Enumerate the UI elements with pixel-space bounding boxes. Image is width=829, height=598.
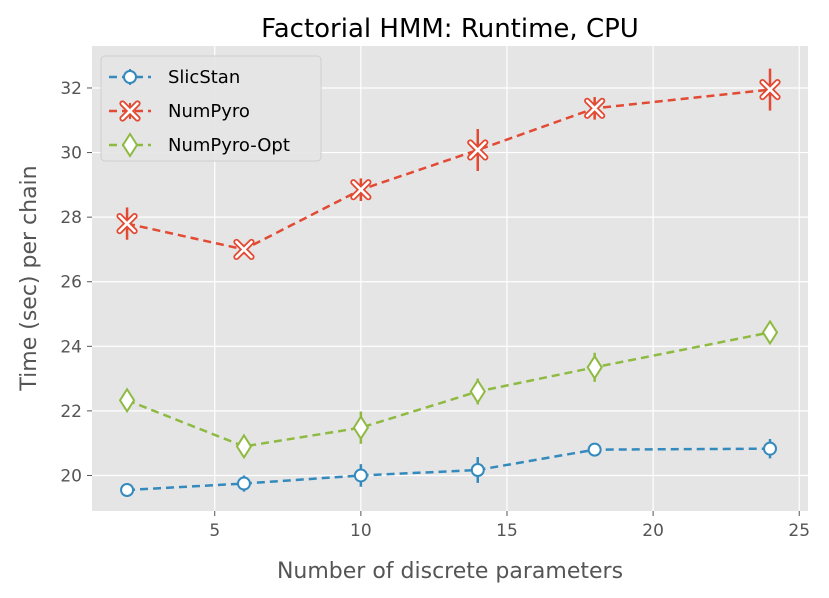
series-line bbox=[126, 88, 771, 251]
legend: SlicStan NumPyro NumPyro-Opt bbox=[100, 55, 322, 162]
legend-item: NumPyro-Opt bbox=[109, 132, 290, 158]
marker-diamond bbox=[121, 132, 139, 158]
series-slicstan bbox=[120, 438, 778, 498]
data-point bbox=[116, 213, 138, 235]
marker-circle bbox=[353, 468, 368, 483]
y-tick-label: 30 bbox=[60, 144, 82, 164]
data-point bbox=[587, 442, 602, 457]
x-tick-label: 25 bbox=[788, 521, 810, 541]
marker-diamond bbox=[761, 319, 779, 346]
data-point bbox=[118, 387, 136, 414]
marker-x-fill bbox=[121, 102, 139, 120]
axes: 5 10 15 20 25 20 22 24 26 28 30 32 bbox=[60, 79, 810, 541]
data-point bbox=[586, 354, 603, 381]
legend-box bbox=[100, 55, 322, 162]
data-point bbox=[467, 139, 489, 161]
legend-marker bbox=[121, 132, 139, 158]
marker-x-fill bbox=[468, 141, 487, 159]
y-tick-label: 22 bbox=[60, 402, 82, 422]
y-axis-label: Time (sec) per chain bbox=[17, 165, 42, 391]
legend-label: NumPyro bbox=[168, 101, 250, 122]
marker-diamond bbox=[469, 378, 486, 405]
marker-circle bbox=[763, 441, 778, 456]
data-point bbox=[350, 179, 372, 201]
y-tick-label: 24 bbox=[60, 337, 82, 357]
marker-circle bbox=[123, 70, 137, 84]
data-point bbox=[353, 468, 368, 483]
marker-diamond bbox=[235, 433, 253, 460]
marker-circle bbox=[470, 462, 485, 477]
legend-marker bbox=[119, 100, 141, 122]
data-point bbox=[759, 78, 781, 101]
legend-label: NumPyro-Opt bbox=[168, 135, 290, 156]
marker-diamond bbox=[118, 387, 136, 414]
data-point bbox=[763, 441, 778, 456]
series-numpyro bbox=[116, 68, 781, 261]
x-tick-label: 5 bbox=[209, 521, 220, 541]
x-tick-label: 15 bbox=[496, 521, 518, 541]
legend-marker bbox=[123, 70, 137, 84]
y-tick-label: 28 bbox=[60, 208, 82, 228]
series-layer bbox=[116, 68, 781, 498]
marker-x-fill bbox=[235, 240, 253, 259]
data-point bbox=[236, 476, 251, 491]
data-point bbox=[235, 433, 253, 460]
data-point bbox=[470, 462, 485, 477]
marker-x-fill bbox=[118, 214, 136, 233]
series-line bbox=[126, 331, 771, 448]
x-tick-label: 20 bbox=[642, 521, 664, 541]
marker-x-fill bbox=[352, 180, 370, 199]
x-tick-label: 10 bbox=[350, 521, 372, 541]
legend-item: SlicStan bbox=[109, 67, 240, 88]
data-point bbox=[469, 378, 486, 405]
marker-diamond bbox=[352, 414, 370, 441]
y-tick-label: 20 bbox=[60, 466, 82, 486]
marker-circle bbox=[587, 442, 602, 457]
data-point bbox=[233, 238, 255, 261]
marker-circle bbox=[236, 476, 251, 491]
marker-x-fill bbox=[585, 99, 604, 118]
y-tick-label: 32 bbox=[60, 79, 82, 99]
marker-x-fill bbox=[761, 80, 779, 99]
y-tick-label: 26 bbox=[60, 273, 82, 293]
chart-title: Factorial HMM: Runtime, CPU bbox=[261, 14, 639, 44]
legend-label: SlicStan bbox=[168, 67, 240, 88]
data-point bbox=[120, 483, 135, 498]
data-point bbox=[584, 97, 606, 119]
marker-diamond bbox=[586, 354, 603, 381]
legend-item: NumPyro bbox=[109, 100, 250, 122]
marker-circle bbox=[120, 483, 135, 498]
data-point bbox=[352, 414, 370, 441]
x-axis-label: Number of discrete parameters bbox=[277, 559, 623, 584]
series-numpyro-opt bbox=[118, 319, 779, 460]
series-line bbox=[127, 447, 771, 492]
grid-lines bbox=[92, 46, 808, 511]
data-point bbox=[761, 319, 779, 346]
